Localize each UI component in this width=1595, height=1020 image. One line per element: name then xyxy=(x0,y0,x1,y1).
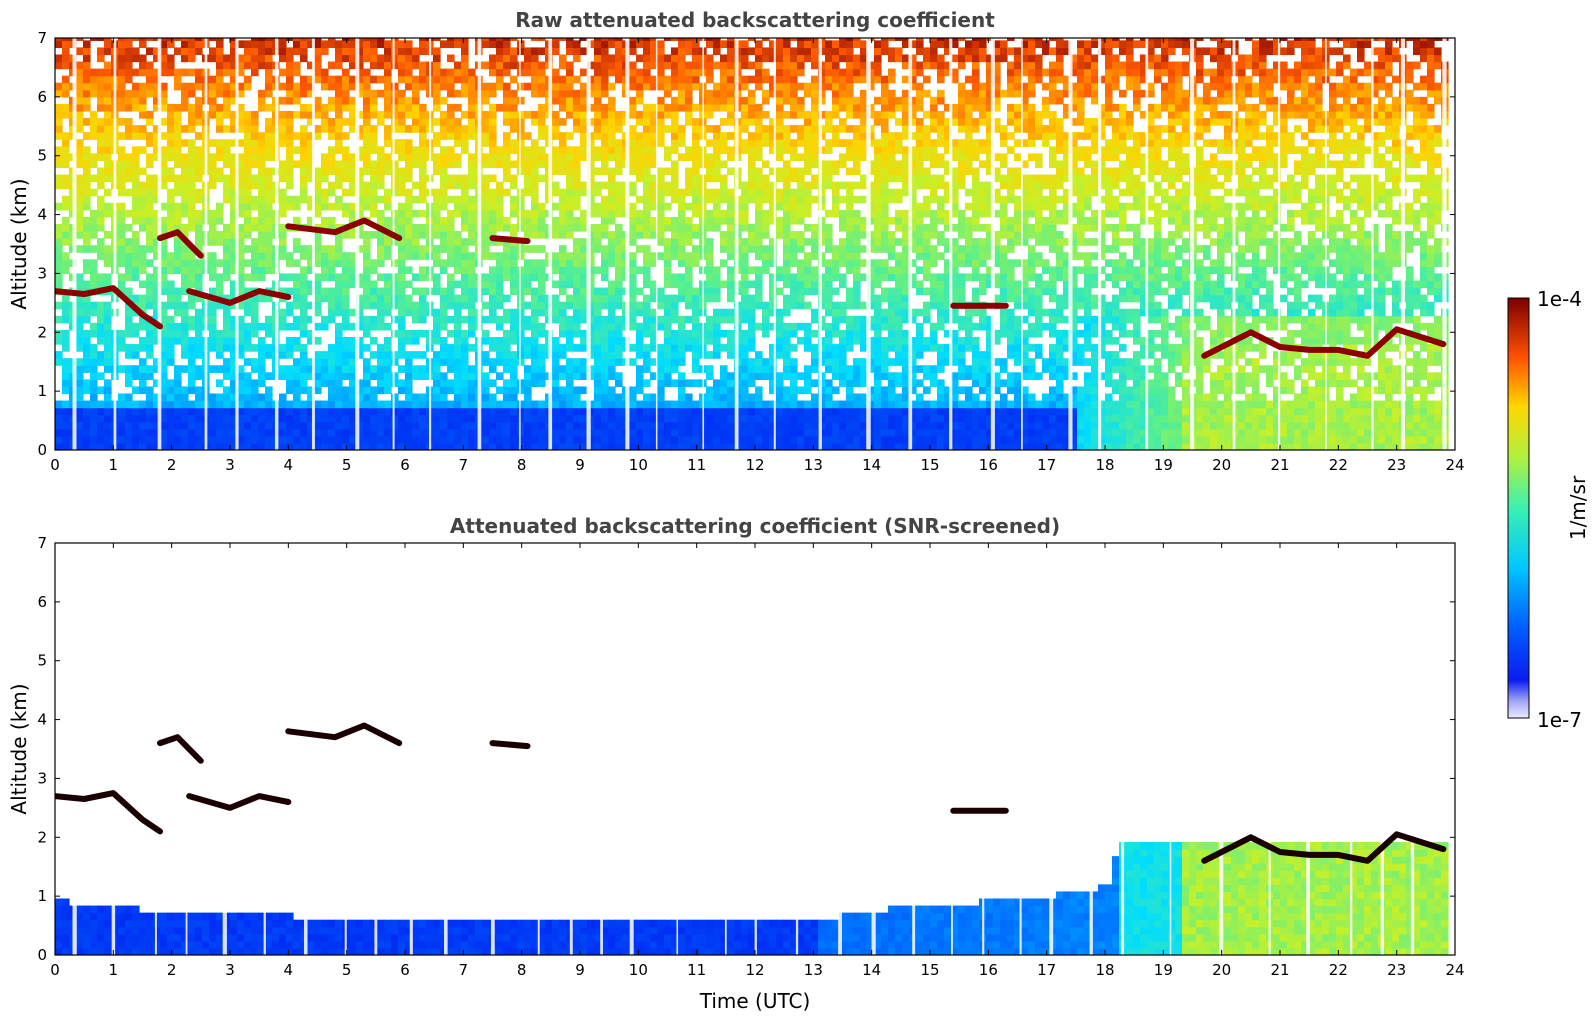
y-tick-label: 0 xyxy=(37,441,47,459)
panel-title: Raw attenuated backscattering coefficien… xyxy=(515,8,995,32)
y-tick-label: 4 xyxy=(37,206,47,224)
x-tick-label: 2 xyxy=(167,961,177,979)
y-axis-label: Altitude (km) xyxy=(7,683,31,814)
x-tick-label: 19 xyxy=(1154,961,1173,979)
x-tick-label: 5 xyxy=(342,961,352,979)
cloud-layer xyxy=(55,790,163,835)
x-tick-label: 19 xyxy=(1154,456,1173,474)
y-tick-label: 3 xyxy=(37,264,47,282)
axis-ticks: 0 1 2 3 4 5 6 7 8 9 10 11 12 13 14 15 16 17 18 19 20 21 22 23 24… xyxy=(37,29,1464,474)
colorbar-max-label: 1e-4 xyxy=(1537,287,1582,311)
y-tick-label: 2 xyxy=(37,828,47,846)
y-tick-label: 2 xyxy=(37,323,47,341)
x-tick-label: 17 xyxy=(1037,456,1056,474)
x-tick-label: 20 xyxy=(1212,456,1231,474)
y-tick-label: 1 xyxy=(37,382,47,400)
panel-title: Attenuated backscattering coefficient (S… xyxy=(450,514,1060,538)
x-tick-label: 7 xyxy=(459,961,469,979)
x-tick-label: 21 xyxy=(1270,961,1289,979)
cloud-layer xyxy=(186,793,292,811)
x-tick-label: 8 xyxy=(517,961,527,979)
x-tick-label: 13 xyxy=(804,961,823,979)
x-tick-label: 22 xyxy=(1329,456,1348,474)
x-tick-label: 21 xyxy=(1270,456,1289,474)
x-tick-label: 14 xyxy=(862,456,881,474)
colorbar-gradient xyxy=(1507,297,1530,719)
cloud-layer xyxy=(157,734,204,764)
x-tick-label: 5 xyxy=(342,456,352,474)
x-tick-label: 18 xyxy=(1095,456,1114,474)
x-tick-label: 23 xyxy=(1387,456,1406,474)
x-tick-label: 2 xyxy=(167,456,177,474)
cloud-layer xyxy=(489,235,531,245)
x-tick-label: 13 xyxy=(804,456,823,474)
x-tick-label: 16 xyxy=(979,456,998,474)
cloud-layer xyxy=(285,217,403,242)
x-tick-label: 0 xyxy=(50,456,60,474)
x-tick-label: 10 xyxy=(629,456,648,474)
y-tick-label: 6 xyxy=(37,88,47,106)
y-tick-label: 6 xyxy=(37,593,47,611)
x-tick-label: 9 xyxy=(575,961,585,979)
x-tick-label: 23 xyxy=(1387,961,1406,979)
x-tick-label: 8 xyxy=(517,456,527,474)
x-tick-label: 20 xyxy=(1212,961,1231,979)
x-tick-label: 16 xyxy=(979,961,998,979)
cloud-layer xyxy=(55,285,163,330)
x-tick-label: 11 xyxy=(687,961,706,979)
cloud-layer xyxy=(285,722,403,747)
cloud-layer xyxy=(157,229,204,259)
cloud-layer xyxy=(489,740,531,750)
x-tick-label: 12 xyxy=(745,961,764,979)
y-tick-label: 5 xyxy=(37,147,47,165)
x-tick-label: 24 xyxy=(1445,961,1464,979)
x-tick-label: 1 xyxy=(109,456,119,474)
x-tick-label: 17 xyxy=(1037,961,1056,979)
x-tick-label: 11 xyxy=(687,456,706,474)
x-tick-label: 22 xyxy=(1329,961,1348,979)
x-tick-label: 4 xyxy=(284,456,294,474)
x-tick-label: 6 xyxy=(400,961,410,979)
colorbar-min-label: 1e-7 xyxy=(1537,708,1582,732)
x-tick-label: 18 xyxy=(1095,961,1114,979)
x-tick-label: 9 xyxy=(575,456,585,474)
x-tick-label: 3 xyxy=(225,456,235,474)
snr-screened-panel: Attenuated backscattering coefficient (S… xyxy=(7,514,1465,1013)
x-tick-label: 6 xyxy=(400,456,410,474)
x-tick-label: 14 xyxy=(862,961,881,979)
y-tick-label: 7 xyxy=(37,534,47,552)
cloud-layer xyxy=(1201,326,1447,359)
y-tick-label: 4 xyxy=(37,711,47,729)
heatmap-area xyxy=(55,543,1449,955)
x-tick-label: 7 xyxy=(459,456,469,474)
cloud-layer xyxy=(186,288,292,306)
y-tick-label: 7 xyxy=(37,29,47,47)
x-tick-label: 3 xyxy=(225,961,235,979)
x-tick-label: 4 xyxy=(284,961,294,979)
y-tick-label: 1 xyxy=(37,887,47,905)
x-tick-label: 15 xyxy=(920,456,939,474)
x-tick-label: 24 xyxy=(1445,456,1464,474)
cloud-layer xyxy=(1201,831,1447,864)
x-tick-label: 15 xyxy=(920,961,939,979)
raw-backscatter-panel: Raw attenuated backscattering coefficien… xyxy=(7,8,1465,474)
y-axis-label: Altitude (km) xyxy=(7,178,31,309)
colorbar-unit-label: 1/m/sr xyxy=(1566,475,1590,540)
x-tick-label: 10 xyxy=(629,961,648,979)
x-axis-label: Time (UTC) xyxy=(699,989,811,1013)
axis-ticks: 0 1 2 3 4 5 6 7 8 9 10 11 12 13 14 15 16 17 18 19 20 21 22 23 24… xyxy=(37,534,1464,979)
x-tick-label: 1 xyxy=(109,961,119,979)
heatmap-area xyxy=(55,38,1449,450)
x-tick-label: 12 xyxy=(745,456,764,474)
colorbar: 1e-4 1e-7 1/m/sr xyxy=(1507,287,1590,732)
x-tick-label: 0 xyxy=(50,961,60,979)
y-tick-label: 5 xyxy=(37,652,47,670)
y-tick-label: 3 xyxy=(37,769,47,787)
y-tick-label: 0 xyxy=(37,946,47,964)
